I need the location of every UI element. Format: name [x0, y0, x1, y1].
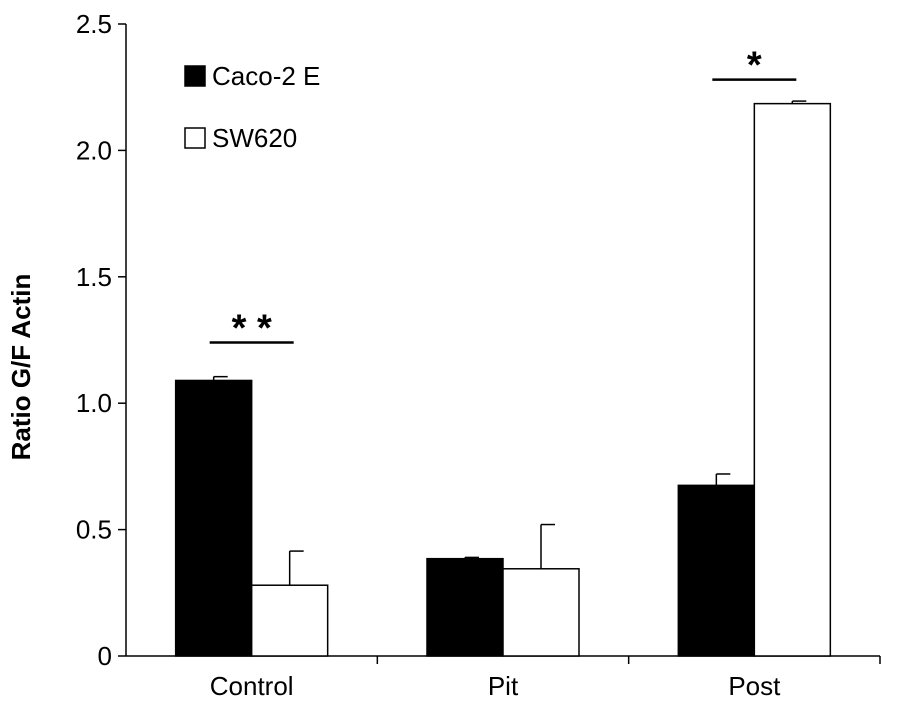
y-tick-label: 1.5 [76, 262, 112, 292]
bar [250, 584, 329, 657]
bars [174, 102, 832, 657]
bar [502, 568, 580, 657]
x-tick-label: Control [210, 671, 294, 701]
y-axis-label: Ratio G/F Actin [6, 274, 36, 461]
x-tick-label: Post [728, 671, 781, 701]
error-bars [212, 100, 807, 586]
legend-swatch [184, 127, 206, 149]
bar [677, 484, 756, 657]
legend-swatch [184, 65, 206, 87]
bar [426, 557, 504, 657]
significance-label: * [747, 45, 762, 87]
legend-label: SW620 [212, 123, 297, 153]
x-tick-label: Pit [488, 671, 519, 701]
legend: Caco-2 E SW620 [184, 61, 320, 153]
significance-label: * * [232, 308, 272, 350]
y-tick-label: 0.5 [76, 515, 112, 545]
legend-label: Caco-2 E [212, 61, 320, 91]
y-axis: 0 0.5 1.0 1.5 2.0 2.5 [76, 9, 127, 671]
bar [753, 102, 832, 657]
y-tick-label: 2.0 [76, 135, 112, 165]
y-tick-label: 2.5 [76, 9, 112, 39]
y-tick-label: 0 [98, 641, 112, 671]
y-tick-label: 1.0 [76, 388, 112, 418]
x-axis: Control Pit Post [126, 655, 881, 701]
significance-annotations: * * * [209, 45, 797, 350]
bar [174, 379, 253, 657]
